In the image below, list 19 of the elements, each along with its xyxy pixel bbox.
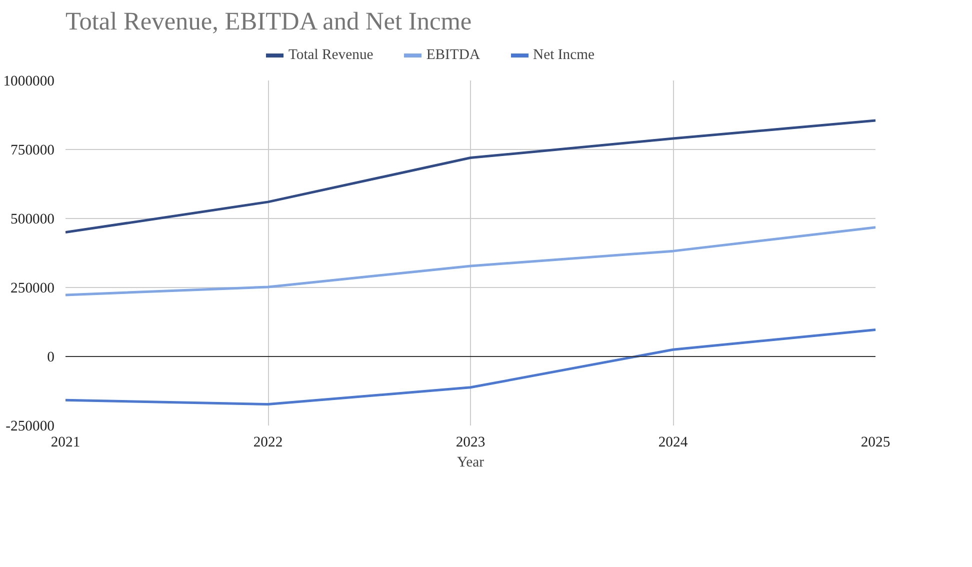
x-tick-label: 2025 <box>860 434 890 450</box>
legend-label: Total Revenue <box>288 46 374 64</box>
x-tick-label: 2022 <box>253 434 283 450</box>
legend-label: Net Incme <box>533 46 595 64</box>
y-tick-label: -250000 <box>6 418 55 434</box>
line-series <box>66 119 876 234</box>
y-tick-label: 1000000 <box>3 74 54 90</box>
x-tick-label: 2023 <box>456 434 486 450</box>
y-tick-label: 250000 <box>10 280 54 296</box>
chart-title: Total Revenue, EBITDA and Net Incme <box>66 8 472 36</box>
legend-label: EBITDA <box>426 46 480 64</box>
line-series <box>66 226 876 296</box>
x-tick-label: 2021 <box>50 434 80 450</box>
line-series <box>66 328 876 406</box>
y-tick-label: 500000 <box>10 212 54 228</box>
y-tick-label: 0 <box>47 350 54 366</box>
y-tick-label: 750000 <box>10 142 54 158</box>
x-axis-title: Year <box>456 454 484 470</box>
x-tick-label: 2024 <box>658 434 688 450</box>
